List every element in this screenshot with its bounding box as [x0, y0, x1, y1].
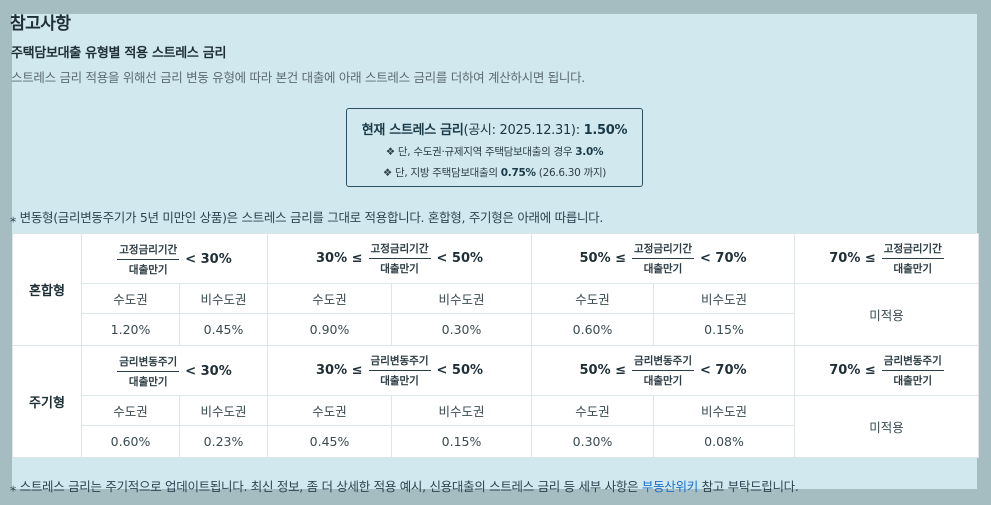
metro-note-rate: 3.0% [575, 146, 604, 158]
row-head-periodic: 주기형 [12, 345, 82, 458]
section-title: 참고사항 [10, 14, 71, 34]
periodic-value: 0.23% [178, 425, 269, 458]
periodic-value: 0.08% [653, 425, 796, 458]
footer-note: ⁎ 스트레스 금리는 주기적으로 업데이트됩니다. 최신 정보, 좀 더 상세한… [10, 476, 799, 495]
periodic-na: 미적용 [794, 395, 980, 458]
mixed-value: 0.60% [531, 313, 655, 346]
periodic-value: 0.60% [81, 425, 180, 458]
current-rate-value: 1.50% [583, 123, 628, 138]
mixed-value: 0.30% [391, 313, 533, 346]
periodic-range-3: 50% ≤ 금리변동주기 대출만기 < 70% [531, 345, 796, 396]
periodic-value: 0.15% [391, 425, 533, 458]
mixed-nonmetro-1: 비수도권 [178, 283, 269, 314]
periodic-metro-3: 수도권 [531, 395, 655, 426]
periodic-nonmetro-3: 비수도권 [653, 395, 796, 426]
periodic-metro-2: 수도권 [267, 395, 393, 426]
periodic-nonmetro-1: 비수도권 [178, 395, 269, 426]
variable-rate-note: ⁎ 변동형(금리변동주기가 5년 미만인 상품)은 스트레스 금리를 그대로 적… [10, 210, 604, 225]
stress-rate-table: 혼합형 고정금리기간 대출만기 < 30% 30% ≤ 고정금리기간 대출만기 < 50%… [12, 233, 980, 458]
footer-note-suffix: 참고 부탁드립니다. [697, 479, 799, 494]
mixed-range-1: 고정금리기간 대출만기 < 30% [80, 233, 269, 284]
mixed-range-4: 70% ≤ 고정금리기간 대출만기 [794, 233, 980, 284]
mixed-value: 1.20% [81, 313, 180, 346]
regional-note-suffix: (26.6.30 까지) [535, 167, 607, 179]
mixed-na: 미적용 [794, 283, 980, 346]
periodic-range-4: 70% ≤ 금리변동주기 대출만기 [794, 345, 980, 396]
mixed-nonmetro-3: 비수도권 [653, 283, 796, 314]
row-head-mixed: 혼합형 [12, 233, 82, 346]
current-rate-notice: (공시: 2025.12.31): [463, 123, 584, 138]
metro-note: ❖ 단, 수도권·규제지역 주택담보대출의 경우 3.0% [347, 144, 642, 159]
regional-note-text: ❖ 단, 지방 주택담보대출의 [382, 167, 501, 179]
periodic-range-1: 금리변동주기 대출만기 < 30% [80, 345, 269, 396]
footer-note-text: ⁎ 스트레스 금리는 주기적으로 업데이트됩니다. 최신 정보, 좀 더 상세한… [10, 479, 642, 494]
mixed-metro-3: 수도권 [531, 283, 655, 314]
mixed-metro-1: 수도권 [81, 283, 180, 314]
periodic-metro-1: 수도권 [81, 395, 180, 426]
current-stress-rate-box: 현재 스트레스 금리(공시: 2025.12.31): 1.50% ❖ 단, 수… [346, 108, 643, 187]
mixed-nonmetro-2: 비수도권 [391, 283, 533, 314]
mixed-value: 0.15% [653, 313, 796, 346]
mixed-range-2: 30% ≤ 고정금리기간 대출만기 < 50% [267, 233, 533, 284]
mixed-value: 0.45% [178, 313, 269, 346]
realestate-wiki-link[interactable]: 부동산위키 [641, 479, 698, 494]
periodic-value: 0.30% [531, 425, 655, 458]
periodic-nonmetro-2: 비수도권 [391, 395, 533, 426]
periodic-value: 0.45% [267, 425, 393, 458]
section-description: 스트레스 금리 적용을 위해선 금리 변동 유형에 따라 본건 대출에 아래 스… [11, 70, 585, 85]
mixed-value: 0.90% [267, 313, 393, 346]
section-subtitle: 주택담보대출 유형별 적용 스트레스 금리 [11, 46, 227, 61]
periodic-range-2: 30% ≤ 금리변동주기 대출만기 < 50% [267, 345, 533, 396]
metro-note-text: ❖ 단, 수도권·규제지역 주택담보대출의 경우 [385, 146, 576, 158]
current-rate-label: 현재 스트레스 금리 [361, 123, 464, 138]
current-rate-line: 현재 스트레스 금리(공시: 2025.12.31): 1.50% [347, 119, 642, 138]
regional-note-rate: 0.75% [500, 167, 536, 179]
mixed-range-3: 50% ≤ 고정금리기간 대출만기 < 70% [531, 233, 796, 284]
mixed-metro-2: 수도권 [267, 283, 393, 314]
regional-note: ❖ 단, 지방 주택담보대출의 0.75% (26.6.30 까지) [347, 165, 642, 180]
